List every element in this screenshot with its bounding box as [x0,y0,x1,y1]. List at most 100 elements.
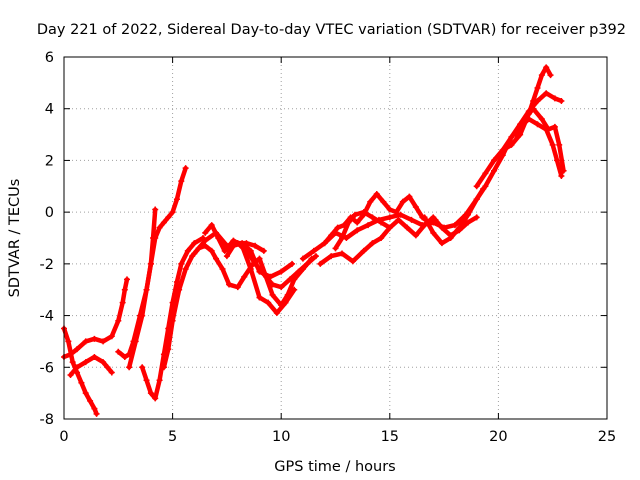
data-point-run [552,124,562,148]
data-point [547,72,554,79]
data-point-run [161,346,171,370]
data-point-run [452,212,469,228]
data-point-run [457,212,471,230]
data-point-run [339,220,351,241]
series-track-15 [332,209,393,252]
x-axis-label: GPS time / hours [274,459,395,475]
data-point-run [556,142,566,174]
series-track-13 [317,214,480,267]
data-point [289,260,296,267]
data-point-run [192,238,208,256]
series-track-14 [321,191,439,247]
data-point-run [274,300,288,316]
data-point-run [483,168,497,189]
y-tick-label: -4 [40,309,54,325]
data-point [312,253,319,260]
data-point-run [465,215,479,225]
data-point [432,216,439,223]
data-point-run [305,253,319,267]
series-track-3 [67,353,115,379]
data-point-run [174,261,184,285]
y-tick-label: 6 [45,50,54,66]
x-tick-label: 25 [598,429,616,445]
data-point-run [465,196,479,217]
data-point-run [220,266,232,287]
data-point-run [491,147,505,163]
data-point-run [150,207,158,241]
data-point-run [474,184,488,202]
y-axis-label: SDTVAR / TECUs [7,179,23,298]
data-point-run [116,300,125,323]
data-point-run [183,253,195,272]
series-track-2 [61,276,130,360]
data-point-run [192,235,206,246]
series-track-5 [126,206,159,371]
series-track-19 [512,105,567,174]
x-tick-label: 10 [272,429,290,445]
data-point-run [413,222,427,238]
data-point [108,369,115,376]
data-point [560,167,567,174]
data-point-run [144,261,154,292]
data-point-run [285,277,297,298]
data-point-run [170,279,180,305]
chart-title: Day 221 of 2022, Sidereal Day-to-day VTE… [37,22,626,38]
x-tick-label: 20 [489,429,507,445]
data-point-run [148,235,156,267]
data-point-run [166,318,175,352]
data-point-run [152,377,162,401]
data-point-run [248,266,262,300]
data-point-run [422,215,436,236]
data-point-run [179,248,191,267]
data-point [386,224,393,231]
data-point [182,165,189,172]
data-point-run [474,171,488,189]
series-track-11 [226,240,267,254]
data-point-run [491,153,505,174]
data-point-run [543,127,555,148]
data-point-run [283,287,297,305]
data-point-run [500,134,514,153]
grid [64,57,607,419]
data-point-run [239,243,254,272]
data-point-run [278,261,295,274]
series-track-6 [139,235,207,402]
data-point-run [133,313,145,344]
data-point-run [252,243,267,254]
data-point-run [509,132,523,148]
data-point-run [166,300,175,331]
x-tick-label: 15 [381,429,399,445]
data-point-run [174,178,184,202]
data-point [473,214,480,221]
data-point-run [350,248,366,264]
y-tick-label: 2 [45,153,54,169]
y-tick-label: -8 [40,412,54,428]
data-point-run [483,158,497,176]
data-point-run [161,326,171,357]
data-point [123,276,130,283]
data-point [291,286,298,293]
data-point-run [248,248,262,274]
axis-ticks: 0 5 10 15 20 25 -8 -6 -4 -2 0 2 4 6 [40,50,617,445]
y-tick-label: 4 [45,102,54,118]
data-point-run [513,116,527,137]
y-tick-label: 0 [45,205,54,221]
data-points [61,64,567,417]
data-point-run [448,225,462,241]
data-point [93,410,100,417]
series-track-18 [491,116,565,179]
series-track-16 [421,90,565,247]
x-tick-label: 0 [59,429,68,445]
data-point [152,206,159,213]
data-point-run [126,339,138,370]
data-point-run [176,266,188,292]
data-point [558,172,565,179]
data-point-run [109,318,121,339]
y-tick-label: -6 [40,360,54,376]
data-point-run [378,220,393,230]
x-tick-label: 5 [168,429,177,445]
data-point-run [430,230,445,246]
data-point-run [530,106,545,122]
data-point-run [139,287,149,318]
